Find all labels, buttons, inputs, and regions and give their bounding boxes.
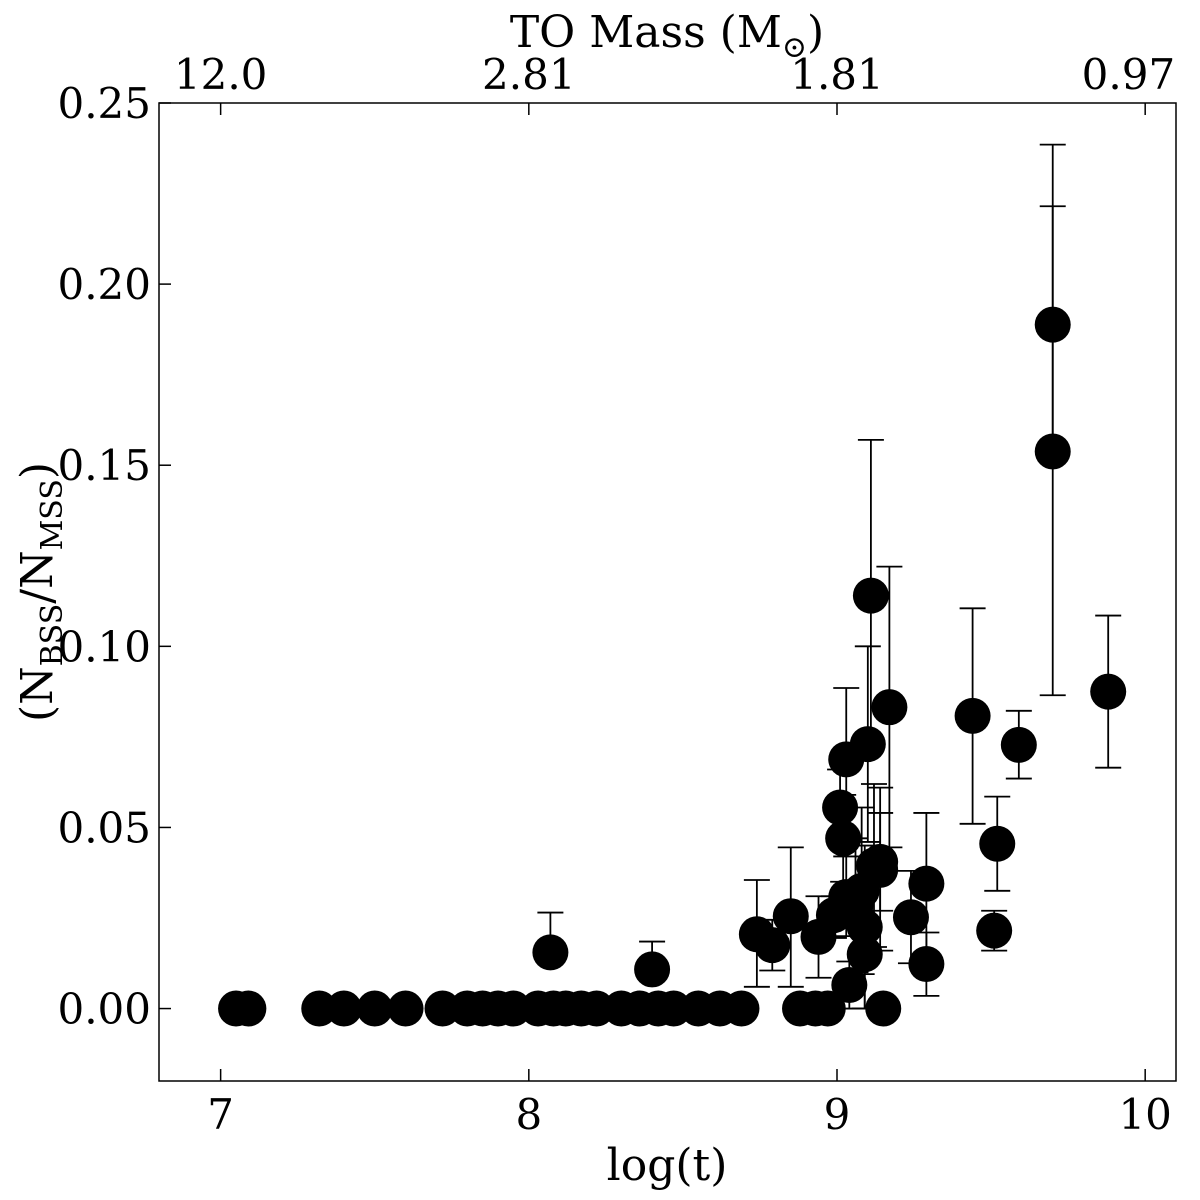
y-axis-title-mid: /N — [12, 550, 63, 603]
data-point — [772, 898, 809, 935]
data-point — [230, 990, 267, 1027]
y-axis-title-close: ) — [12, 462, 63, 479]
data-point — [532, 934, 569, 971]
x-tick-label: 10 — [1118, 1090, 1171, 1139]
data-point — [1090, 673, 1127, 710]
data-point — [655, 990, 692, 1027]
top-axis-title-close: ) — [807, 7, 824, 58]
data-points — [218, 306, 1127, 1027]
x-axis-ticks: 7 8 9 10 — [207, 1069, 1172, 1139]
data-point — [849, 726, 886, 763]
data-point — [862, 851, 899, 888]
x-axis-title: log(t) — [607, 1140, 728, 1191]
y-axis-title-open: (N — [12, 666, 63, 722]
data-point — [825, 820, 862, 857]
data-point — [831, 967, 868, 1004]
data-point — [809, 990, 846, 1027]
y-tick-label: 0.00 — [57, 985, 151, 1034]
data-point — [1034, 306, 1071, 343]
y-tick-label: 0.20 — [57, 260, 151, 309]
data-point — [865, 990, 902, 1027]
top-tick-label: 2.81 — [482, 50, 576, 99]
data-point — [976, 912, 1013, 949]
data-point — [723, 990, 760, 1027]
y-axis-ticks: 0.00 0.05 0.10 0.15 0.20 0.25 — [57, 79, 171, 1034]
data-point — [578, 990, 615, 1027]
sun-symbol: ⊙ — [782, 30, 807, 65]
data-point — [754, 927, 791, 964]
top-tick-label: 0.97 — [1082, 50, 1176, 99]
data-point — [301, 990, 338, 1027]
data-point — [852, 577, 889, 614]
data-point — [387, 990, 424, 1027]
data-point — [634, 951, 671, 988]
data-point — [846, 909, 883, 946]
y-tick-label: 0.15 — [57, 441, 151, 490]
data-point — [908, 946, 945, 983]
data-point — [1000, 726, 1037, 763]
data-point — [495, 990, 532, 1027]
top-tick-label: 12.0 — [174, 50, 268, 99]
top-axis-title: TO Mass (M⊙) — [510, 7, 824, 65]
data-point — [822, 789, 859, 826]
data-point — [846, 936, 883, 973]
y-tick-label: 0.10 — [57, 622, 151, 671]
y-axis-title-sub-bss: BSS — [35, 604, 70, 667]
plot-frame — [158, 102, 1177, 1082]
data-point — [424, 990, 461, 1027]
x-tick-label: 9 — [824, 1090, 851, 1139]
x-tick-label: 8 — [515, 1090, 542, 1139]
y-axis-title: (NBSS/NMSS) — [12, 462, 70, 722]
top-axis-ticks: 12.0 2.81 1.81 0.97 — [174, 50, 1175, 115]
error-bars — [537, 143, 1122, 1010]
y-tick-label: 0.05 — [57, 803, 151, 852]
top-tick-label: 1.81 — [790, 50, 884, 99]
top-axis-title-main: TO Mass (M — [510, 7, 782, 58]
data-point — [892, 899, 929, 936]
data-point — [1034, 433, 1071, 470]
data-point — [979, 825, 1016, 862]
data-point — [356, 990, 393, 1027]
y-tick-label: 0.25 — [57, 79, 151, 128]
x-tick-label: 7 — [207, 1090, 234, 1139]
y-axis-title-sub-mss: MSS — [35, 479, 70, 550]
data-point — [871, 689, 908, 726]
data-point — [325, 990, 362, 1027]
data-point — [908, 865, 945, 902]
data-point — [954, 697, 991, 734]
